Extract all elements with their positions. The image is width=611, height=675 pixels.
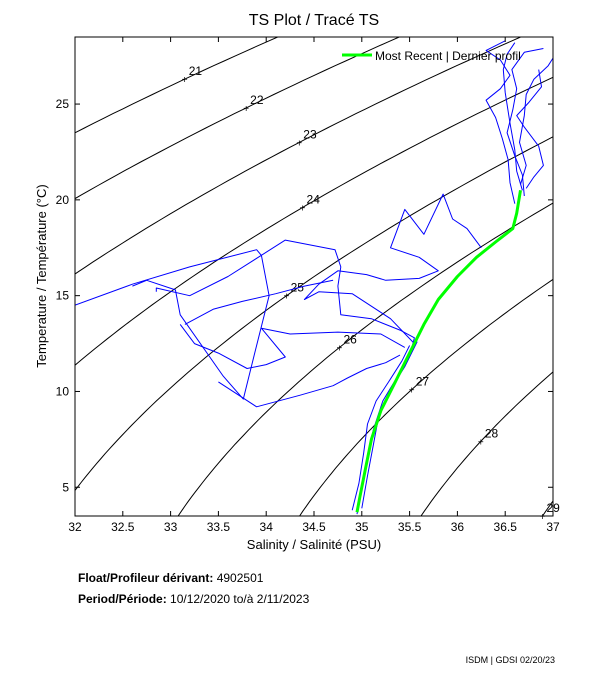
x-tick-label: 32 [68,520,82,534]
isopycnal-label: 21 [189,64,203,78]
isopycnal-label: 27 [416,375,430,389]
profile-line [502,42,523,191]
profile-line [506,48,544,197]
x-tick-label: 35 [355,520,369,534]
x-tick-label: 33.5 [207,520,231,534]
profile-line [519,57,553,185]
x-axis-ticks: 32 32.5 33 33.5 34 34.5 35 35.5 36 36.5 37 [68,37,560,534]
period-label: Period/Période: [78,592,167,606]
x-tick-label: 33 [164,520,178,534]
profile-line [516,69,544,189]
isopycnal-marker: + [284,292,290,303]
x-tick-label: 34 [260,520,274,534]
float-label: Float/Profileur dérivant: [78,571,214,585]
legend: Most Recent | Dernier profil [342,49,521,63]
isopycnal-28 [420,371,553,516]
isopycnal-22 [75,37,401,200]
y-axis-ticks: 5 10 15 20 25 [56,97,553,494]
profile-line [184,279,334,325]
legend-label: Most Recent | Dernier profil [375,49,521,63]
isopycnal-25 [75,136,553,492]
profile-line [179,324,406,369]
profile-line [361,341,418,509]
profile-line [351,345,411,511]
isopycnal-24 [75,76,553,366]
y-axis-label: Temperature / Température (°C) [34,184,49,367]
isopycnal-23 [75,37,522,275]
float-info: Float/Profileur dérivant: 4902501 [78,571,263,585]
profile-line [218,354,401,408]
profile-line [75,249,270,400]
float-value: 4902501 [216,571,264,585]
isopycnal-27 [298,278,553,516]
isopycnal-marker: + [337,343,343,354]
most-recent-profile [355,190,522,513]
x-tick-label: 32.5 [111,520,135,534]
isopycnal-marker: + [182,75,188,86]
isopycnal-29 [541,500,553,516]
isopycnal-26 [177,202,553,516]
y-tick-label: 25 [56,97,70,111]
isopycnal-lines [75,37,553,516]
period-value: 10/12/2020 to/à 2/11/2023 [170,592,310,606]
x-axis-label: Salinity / Salinité (PSU) [247,537,381,552]
isopycnal-marker: + [478,437,484,448]
isopycnal-labels: +21+22+23+24+25+26+27+28+29 [182,64,560,523]
profile-line [303,193,482,344]
isopycnal-label: 23 [303,127,317,141]
x-tick-label: 34.5 [302,520,326,534]
chart-title: TS Plot / Tracé TS [249,12,379,29]
profile-line [155,239,415,515]
isopycnal-label: 28 [485,426,499,440]
credit-text: ISDM | GDSI 02/20/23 [465,655,555,665]
y-tick-label: 5 [62,480,69,494]
profile-line [485,40,516,204]
y-tick-label: 10 [56,384,70,398]
x-tick-label: 37 [546,520,560,534]
isopycnal-marker: + [243,104,249,115]
isopycnal-21 [75,37,279,134]
x-tick-label: 36 [451,520,465,534]
isopycnal-label: 22 [250,93,264,107]
isopycnal-marker: + [540,512,546,523]
period-info: Period/Période: 10/12/2020 to/à 2/11/202… [78,592,309,606]
x-tick-label: 36.5 [494,520,518,534]
isopycnal-label: 24 [307,193,321,207]
y-tick-label: 15 [56,289,70,303]
isopycnal-marker: + [300,204,306,215]
isopycnal-marker: + [296,138,302,149]
x-tick-label: 35.5 [398,520,422,534]
isopycnal-label: 26 [343,332,357,346]
y-tick-label: 20 [56,193,70,207]
profile-lines [75,40,553,515]
isopycnal-marker: + [409,386,415,397]
